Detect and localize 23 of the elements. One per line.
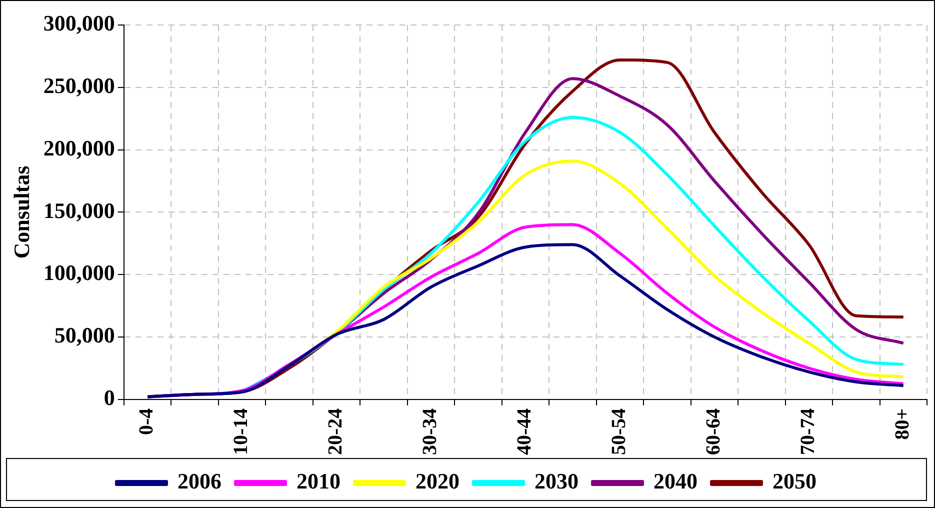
x-tick-label: 60-64 [702,408,725,456]
x-tick-label: 70-74 [797,408,820,456]
y-tick-label: 100,000 [43,260,115,286]
legend-label: 2040 [654,468,698,494]
x-tick-label: 20-24 [324,408,347,456]
y-axis-title: Consultas [8,165,34,259]
x-tick-label: 40-44 [514,408,536,456]
legend-label: 2006 [178,468,222,494]
y-tick-label: 200,000 [43,135,115,160]
legend-label: 2030 [534,468,578,494]
y-tick-label: 50,000 [54,322,115,348]
y-tick-label: 150,000 [43,198,115,223]
x-tick-label: 50-54 [608,408,630,456]
y-tick-label: 250,000 [43,73,115,98]
y-tick-label: 300,000 [43,10,115,36]
x-tick-label: 80+ [892,408,914,440]
x-tick-label: 30-34 [419,408,442,456]
legend-label: 2050 [772,468,816,494]
x-tick-label: 0-4 [136,408,158,436]
x-tick-label: 10-14 [230,408,252,456]
legend-label: 2020 [416,468,460,494]
y-tick-label: 0 [104,385,115,410]
legend-label: 2010 [296,468,340,494]
